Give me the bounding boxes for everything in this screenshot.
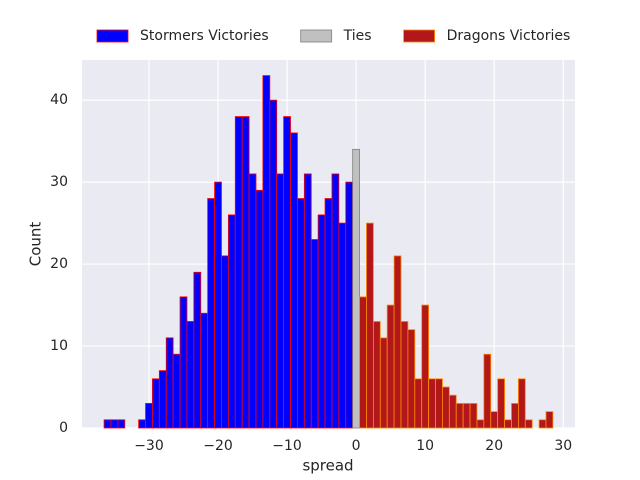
bar [276,173,285,429]
bar [269,99,278,429]
x-axis-label: spread [302,457,353,475]
bar [179,296,188,429]
bar [138,419,146,429]
legend-swatch [403,29,435,43]
ticks: 0 10 20 30 40 −30 −20 −10 0 10 20 30 [50,92,572,454]
x-tick-label: 0 [352,438,361,454]
bar [103,419,112,429]
bar [538,419,547,429]
y-tick-label: 0 [59,420,68,436]
x-tick-label: −30 [134,438,164,454]
bar [241,116,250,429]
bar [186,321,195,429]
bar [462,403,471,429]
bar [317,214,326,429]
bar [393,255,402,429]
bar [297,198,305,429]
bar [372,321,381,429]
bar [152,378,160,429]
bar [490,411,499,429]
bar [469,403,478,429]
y-tick-label: 20 [50,256,68,272]
x-tick-label: 10 [416,438,434,454]
bar [158,370,167,429]
bar [290,132,298,429]
bar [476,419,485,429]
bar [310,239,319,429]
bar [214,181,222,429]
legend-label: Ties [343,28,372,44]
bar [379,337,388,429]
y-axis-label: Count [27,222,45,267]
bar [455,403,464,429]
bar [283,116,291,429]
bar [117,419,126,429]
bar [193,271,202,429]
bar [207,198,215,429]
bar [172,353,181,429]
bar [517,378,526,429]
bar [324,198,333,429]
bar [338,222,347,429]
bar [400,321,409,429]
bar [504,419,512,429]
bar [234,116,243,429]
bar [110,419,119,429]
x-tick-label: −10 [272,438,302,454]
bar [483,353,492,429]
y-tick-label: 10 [50,338,68,354]
bar [511,403,519,429]
x-tick-label: 30 [554,438,572,454]
bar [165,337,174,429]
bar [303,173,312,429]
bar [221,255,229,429]
bar [414,378,423,429]
x-tick-label: −20 [203,438,233,454]
bar [366,222,374,429]
legend-swatch [96,29,129,43]
bar [386,304,395,429]
bar [262,75,271,429]
legend-label: Stormers Victories [140,28,269,44]
bar [442,386,450,429]
bar [428,378,436,429]
legend-label: Dragons Victories [447,28,571,44]
bar [200,312,209,429]
bar [227,214,236,429]
legend: Stormers Victories Ties Dragons Victories [96,28,571,44]
bar [421,304,430,429]
bar [248,173,257,429]
bar [359,296,367,429]
bar [448,394,457,429]
bar [497,378,505,429]
bar [345,181,354,429]
bar [407,329,416,429]
y-tick-label: 30 [50,174,68,190]
bar [524,419,533,429]
legend-swatch [300,29,333,43]
bars [103,75,554,429]
bar [255,189,264,429]
bar [331,173,340,429]
bar [352,148,360,429]
y-tick-label: 40 [50,92,68,108]
bar [545,411,554,429]
bar [435,378,443,429]
x-tick-label: 20 [485,438,503,454]
bar [145,403,153,429]
